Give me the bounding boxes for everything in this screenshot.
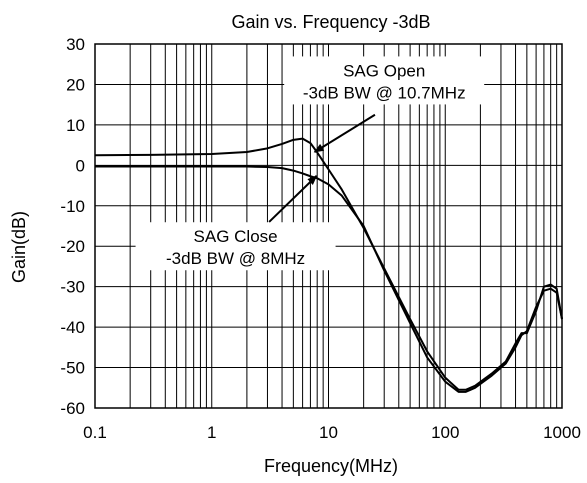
plot-frame [94,43,563,409]
annotation-line2-0: -3dB BW @ 10.7MHz [303,83,466,102]
x-tick-label: 1000 [543,423,581,442]
annotation-label-background [135,222,336,271]
y-tick-label: 30 [66,35,85,54]
y-tick-label: -30 [60,278,85,297]
y-tick-label: -20 [60,237,85,256]
y-tick-label: -60 [60,399,85,418]
y-tick-label: -40 [60,318,85,337]
x-tick-label: 100 [431,423,459,442]
x-tick-label: 0.1 [83,423,107,442]
annotations: SAG Open -3dB BW @ 10.7MHz SAG Close -3dB B… [135,56,485,271]
x-axis-label: Frequency(MHz) [264,456,398,476]
annotation-line2-1: -3dB BW @ 8MHz [166,249,305,268]
y-tick-label: -10 [60,197,85,216]
annotation-label-background [284,56,485,105]
annotation-line1-0: SAG Open [343,61,425,80]
y-axis-label: Gain(dB) [9,211,29,283]
x-tick-label: 10 [319,423,338,442]
y-tick-label: 20 [66,75,85,94]
annotation-line1-1: SAG Close [194,227,278,246]
chart-title: Gain vs. Frequency -3dB [231,12,430,32]
annotation-arrow-0 [313,113,376,153]
series-line-1 [95,165,563,393]
x-tick-label: 1 [207,423,216,442]
annotation-arrow-1 [268,175,318,223]
y-tick-label: 0 [76,156,85,175]
series-lines [94,137,563,393]
y-tick-label: -50 [60,359,85,378]
y-tick-label: 10 [66,116,85,135]
